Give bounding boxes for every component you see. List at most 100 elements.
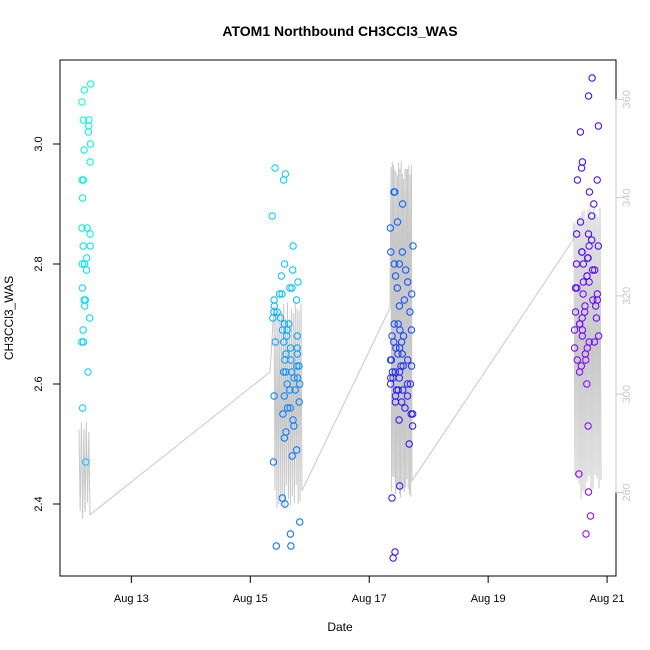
data-point bbox=[578, 332, 586, 340]
data-point bbox=[585, 278, 593, 286]
data-point bbox=[388, 494, 396, 502]
data-point bbox=[78, 260, 87, 268]
y-tick-label: 2.4 bbox=[33, 496, 45, 511]
data-point bbox=[278, 290, 286, 298]
data-point bbox=[280, 260, 289, 268]
data-point bbox=[407, 326, 416, 334]
y-tick-label: 2.8 bbox=[33, 256, 45, 271]
x-tick-label: Aug 21 bbox=[590, 593, 625, 605]
data-point bbox=[593, 176, 601, 184]
data-point bbox=[279, 410, 287, 418]
data-point bbox=[269, 314, 277, 322]
data-point bbox=[588, 212, 596, 220]
data-point bbox=[286, 284, 294, 292]
data-point bbox=[575, 470, 583, 478]
data-point bbox=[289, 242, 297, 250]
ancillary-trace bbox=[78, 160, 602, 519]
data-point bbox=[78, 98, 86, 106]
data-point bbox=[399, 362, 407, 370]
data-point bbox=[390, 260, 398, 268]
data-point bbox=[78, 176, 86, 184]
data-point bbox=[401, 404, 409, 412]
data-point bbox=[584, 422, 592, 430]
data-point bbox=[396, 326, 404, 334]
data-point bbox=[280, 434, 289, 442]
data-point bbox=[290, 422, 298, 430]
data-point bbox=[589, 296, 597, 304]
data-point bbox=[283, 380, 291, 388]
data-point bbox=[409, 242, 417, 250]
right-tick-label: 300 bbox=[621, 385, 633, 403]
data-point bbox=[288, 452, 296, 460]
data-point bbox=[281, 170, 290, 178]
right-tick-label: 320 bbox=[621, 287, 633, 305]
data-point bbox=[583, 380, 591, 388]
data-point bbox=[272, 542, 280, 550]
data-point bbox=[296, 518, 304, 526]
data-point bbox=[405, 440, 413, 448]
data-point bbox=[286, 404, 294, 412]
data-point bbox=[590, 338, 599, 346]
data-point bbox=[282, 368, 290, 376]
data-point bbox=[592, 302, 600, 310]
data-point bbox=[393, 284, 401, 292]
data-point bbox=[572, 260, 581, 268]
data-point bbox=[391, 548, 399, 556]
data-point bbox=[82, 266, 91, 274]
data-point bbox=[581, 308, 589, 316]
data-point bbox=[579, 260, 588, 268]
data-point bbox=[398, 200, 407, 208]
x-axis: Aug 13 Aug 15 Aug 17 Aug 19 Aug 21 bbox=[114, 575, 625, 605]
data-point bbox=[286, 386, 294, 394]
data-point bbox=[79, 326, 87, 334]
data-point bbox=[293, 350, 301, 358]
data-point bbox=[391, 272, 400, 280]
data-point bbox=[87, 80, 95, 88]
data-point bbox=[594, 122, 603, 130]
data-point bbox=[408, 290, 416, 298]
data-point bbox=[582, 356, 590, 364]
plot-frame bbox=[59, 59, 617, 577]
data-point bbox=[395, 260, 403, 268]
data-point bbox=[573, 176, 582, 184]
data-point bbox=[573, 356, 581, 364]
data-point bbox=[582, 530, 590, 538]
data-point bbox=[83, 224, 91, 232]
data-point bbox=[389, 554, 397, 562]
data-point bbox=[289, 266, 297, 274]
data-point bbox=[287, 542, 295, 550]
data-point bbox=[270, 392, 278, 400]
data-point bbox=[404, 356, 412, 364]
data-point bbox=[293, 362, 301, 370]
data-point bbox=[573, 230, 581, 238]
data-point bbox=[273, 308, 281, 316]
data-point bbox=[578, 314, 586, 322]
data-point bbox=[295, 362, 303, 370]
data-point bbox=[86, 314, 94, 322]
data-point bbox=[276, 314, 285, 322]
data-point bbox=[570, 344, 579, 352]
data-point bbox=[584, 254, 592, 262]
data-point bbox=[585, 242, 593, 250]
data-point bbox=[78, 338, 86, 346]
data-point bbox=[84, 368, 92, 376]
data-point bbox=[80, 86, 89, 94]
data-point bbox=[280, 392, 288, 400]
data-point bbox=[278, 494, 286, 502]
data-point bbox=[279, 368, 288, 376]
data-point bbox=[584, 92, 593, 100]
data-point bbox=[400, 296, 408, 304]
data-point bbox=[577, 164, 586, 172]
data-point bbox=[573, 284, 581, 292]
data-point bbox=[594, 242, 602, 250]
data-point bbox=[576, 128, 585, 136]
data-point bbox=[579, 278, 587, 286]
data-point bbox=[270, 296, 278, 304]
data-point bbox=[584, 230, 593, 238]
data-point bbox=[394, 350, 402, 358]
data-point bbox=[86, 140, 95, 148]
data-point bbox=[578, 158, 587, 166]
data-point bbox=[395, 416, 403, 424]
right-tick-label: 280 bbox=[621, 483, 633, 501]
